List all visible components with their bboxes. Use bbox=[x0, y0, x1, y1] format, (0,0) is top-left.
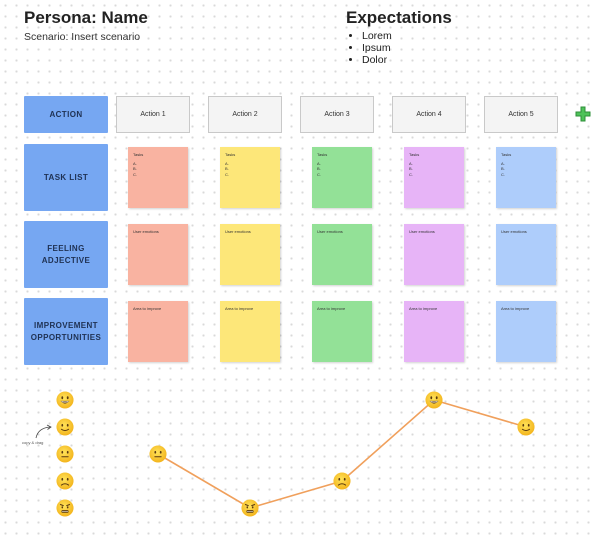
feeling-sticky-3[interactable]: User emotions bbox=[312, 224, 372, 285]
improvement-sticky-3[interactable]: Area to improve bbox=[312, 301, 372, 362]
sticky-text: Area to improve bbox=[409, 306, 438, 311]
row-label-improvement[interactable]: IMPROVEMENT OPPORTUNITIES bbox=[24, 298, 108, 365]
task-sticky-4[interactable]: Tasks A. B. C. bbox=[404, 147, 464, 208]
angry-face-point[interactable] bbox=[241, 499, 259, 517]
sticky-item: C. bbox=[409, 171, 413, 177]
action-header-1[interactable]: Action 1 bbox=[116, 96, 190, 133]
sticky-item: C. bbox=[501, 171, 505, 177]
sticky-heading: Tasks bbox=[501, 152, 512, 157]
expectations-list: Lorem Ipsum Dolor bbox=[346, 30, 392, 66]
sticky-item: A. bbox=[317, 160, 321, 166]
sticky-item: C. bbox=[317, 171, 321, 177]
action-header-5[interactable]: Action 5 bbox=[484, 96, 558, 133]
expectations-title: Expectations bbox=[346, 8, 452, 27]
smiling-face-icon[interactable] bbox=[56, 418, 74, 436]
grinning-face-point[interactable] bbox=[425, 391, 443, 409]
sticky-text: User emotions bbox=[133, 229, 159, 234]
sticky-item: A. bbox=[225, 160, 229, 166]
task-sticky-3[interactable]: Tasks A. B. C. bbox=[312, 147, 372, 208]
sticky-item: A. bbox=[133, 160, 137, 166]
improvement-sticky-4[interactable]: Area to improve bbox=[404, 301, 464, 362]
add-column-button[interactable] bbox=[575, 106, 591, 122]
sticky-heading: Tasks bbox=[409, 152, 420, 157]
sticky-heading: Tasks bbox=[317, 152, 328, 157]
sticky-item: B. bbox=[501, 166, 505, 171]
emotion-curve-points bbox=[149, 391, 535, 517]
feeling-sticky-5[interactable]: User emotions bbox=[496, 224, 556, 285]
task-sticky-5[interactable]: Tasks A. B. C. bbox=[496, 147, 556, 208]
sticky-item: C. bbox=[225, 171, 229, 177]
row-label-task-list[interactable]: TASK LIST bbox=[24, 144, 108, 211]
improvement-sticky-1[interactable]: Area to improve bbox=[128, 301, 188, 362]
sticky-item: B. bbox=[317, 166, 321, 171]
sticky-text: Area to improve bbox=[225, 306, 254, 311]
sticky-item: C. bbox=[133, 171, 137, 177]
task-sticky-2[interactable]: Tasks A. B. C. bbox=[220, 147, 280, 208]
plus-icon bbox=[575, 106, 591, 122]
feeling-sticky-4[interactable]: User emotions bbox=[404, 224, 464, 285]
action-header-4[interactable]: Action 4 bbox=[392, 96, 466, 133]
smiling-face-point[interactable] bbox=[517, 418, 535, 436]
neutral-face-point[interactable] bbox=[149, 445, 167, 463]
sticky-text: Area to improve bbox=[501, 306, 530, 311]
grinning-face-icon[interactable] bbox=[56, 391, 74, 409]
row-label-feeling[interactable]: FEELING ADJECTIVE bbox=[24, 221, 108, 288]
emotion-curve-line bbox=[157, 399, 527, 509]
expectation-item: Dolor bbox=[362, 54, 392, 66]
frowning-face-point[interactable] bbox=[333, 472, 351, 490]
sticky-heading: Tasks bbox=[225, 152, 236, 157]
persona-title: Persona: Name bbox=[24, 8, 148, 27]
sticky-item: B. bbox=[133, 166, 137, 171]
expectation-item: Lorem bbox=[362, 30, 392, 42]
sticky-text: User emotions bbox=[409, 229, 435, 234]
sticky-text: Area to improve bbox=[133, 306, 162, 311]
scenario-subtitle: Scenario: Insert scenario bbox=[24, 31, 141, 43]
sticky-item: A. bbox=[409, 160, 413, 166]
sticky-text: User emotions bbox=[317, 229, 343, 234]
task-sticky-1[interactable]: Tasks A. B. C. bbox=[128, 147, 188, 208]
angry-face-icon[interactable] bbox=[56, 499, 74, 517]
copy-drag-note: copy & drag bbox=[22, 440, 44, 445]
sticky-item: B. bbox=[225, 166, 229, 171]
sticky-text: Area to improve bbox=[317, 306, 346, 311]
improvement-sticky-5[interactable]: Area to improve bbox=[496, 301, 556, 362]
action-header-2[interactable]: Action 2 bbox=[208, 96, 282, 133]
frowning-face-icon[interactable] bbox=[56, 472, 74, 490]
row-label-action[interactable]: ACTION bbox=[24, 96, 108, 133]
feeling-sticky-1[interactable]: User emotions bbox=[128, 224, 188, 285]
sticky-text: User emotions bbox=[501, 229, 527, 234]
sticky-text: User emotions bbox=[225, 229, 251, 234]
neutral-face-icon[interactable] bbox=[56, 445, 74, 463]
improvement-sticky-2[interactable]: Area to improve bbox=[220, 301, 280, 362]
feeling-sticky-2[interactable]: User emotions bbox=[220, 224, 280, 285]
curved-arrow-icon bbox=[35, 424, 52, 439]
sticky-item: A. bbox=[501, 160, 505, 166]
sticky-item: B. bbox=[409, 166, 413, 171]
action-header-3[interactable]: Action 3 bbox=[300, 96, 374, 133]
expectation-item: Ipsum bbox=[362, 42, 392, 54]
sticky-heading: Tasks bbox=[133, 152, 144, 157]
